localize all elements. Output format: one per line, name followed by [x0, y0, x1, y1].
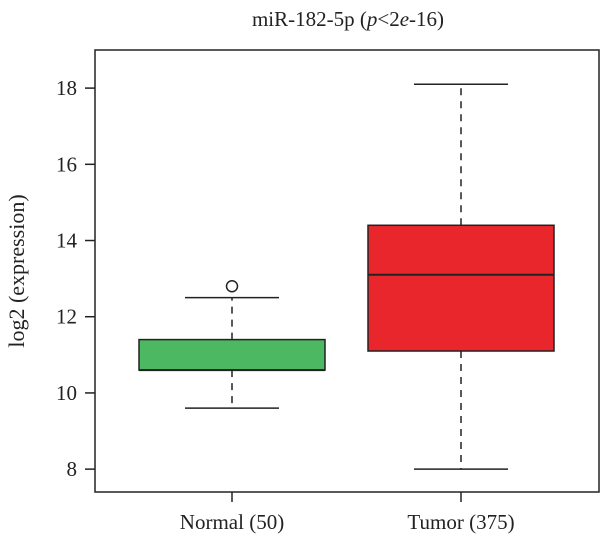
title-e: e [400, 7, 409, 31]
title-main: miR-182-5p ( [252, 7, 367, 31]
y-tick-label: 14 [56, 229, 78, 253]
x-axis: Normal (50) Tumor (375) [180, 492, 515, 534]
plot-frame [94, 49, 600, 493]
y-axis-label: log2 (expression) [4, 194, 29, 347]
title-end: -16) [409, 7, 444, 31]
y-tick-label: 8 [67, 457, 78, 481]
y-axis: 8 10 12 14 16 18 [56, 76, 95, 481]
chart-title: miR-182-5p (p<2e-16) [252, 7, 444, 31]
y-tick-label: 16 [56, 152, 77, 176]
title-mid: <2 [377, 7, 399, 31]
y-tick-label: 18 [56, 76, 77, 100]
outlier-point [225, 279, 239, 293]
box-0 [138, 338, 326, 371]
y-tick-label: 10 [56, 381, 77, 405]
box-1 [367, 224, 555, 352]
x-tick-label: Normal (50) [180, 510, 284, 534]
boxes-group [138, 83, 555, 470]
y-tick-label: 12 [56, 305, 77, 329]
title-p: p [365, 7, 378, 31]
x-tick-label: Tumor (375) [407, 510, 514, 534]
